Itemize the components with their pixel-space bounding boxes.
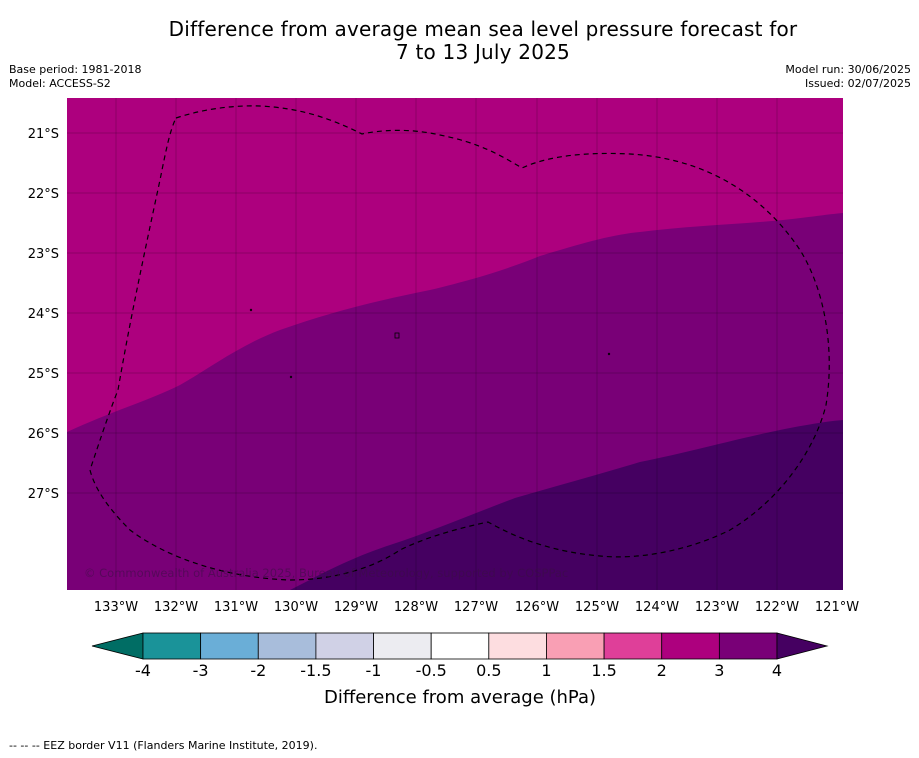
colorbar-tick: 1 [541, 661, 551, 680]
colorbar-tick: 4 [772, 661, 782, 680]
colorbar-segment [488, 632, 547, 660]
lat-label: 21°S [28, 127, 59, 142]
islands [249, 308, 611, 379]
lat-label: 27°S [28, 487, 59, 502]
chart-title: Difference from average mean sea level p… [0, 18, 919, 64]
colorbar-segment [603, 632, 663, 660]
colorbar-tick: -4 [135, 661, 151, 680]
colorbar-tick: -0.5 [416, 661, 447, 680]
lat-label: 22°S [28, 187, 59, 202]
colorbar-segment [257, 632, 317, 660]
title-line-2: 7 to 13 July 2025 [396, 40, 570, 64]
lon-label: 129°W [334, 600, 378, 615]
colorbar-segments [142, 632, 778, 660]
colorbar-segment [718, 632, 778, 660]
colorbar-over-arrow [776, 632, 829, 660]
colorbar-tick: -2 [250, 661, 266, 680]
colorbar-label: Difference from average (hPa) [324, 687, 596, 708]
meta-right: Model run: 30/06/2025 Issued: 02/07/2025 [785, 63, 911, 91]
colorbar-tick: 3 [714, 661, 724, 680]
base-period: Base period: 1981-2018 [9, 63, 142, 76]
colorbar-tick: 1.5 [591, 661, 616, 680]
colorbar-segment [430, 632, 490, 660]
lat-label: 24°S [28, 307, 59, 322]
issued-date: Issued: 02/07/2025 [804, 77, 911, 90]
copyright-text: © Commonwealth of Australia 2025, Bureau… [84, 566, 568, 580]
colorbar-segment [546, 632, 605, 660]
eez-footnote: -- -- -- EEZ border V11 (Flanders Marine… [9, 739, 318, 752]
colorbar-segment [315, 632, 374, 660]
island-marker [607, 352, 611, 356]
colorbar-under-arrow [91, 632, 144, 660]
lon-label: 124°W [635, 600, 679, 615]
meta-left: Base period: 1981-2018 Model: ACCESS-S2 [9, 63, 141, 91]
lon-label: 133°W [94, 600, 138, 615]
lon-label: 123°W [695, 600, 739, 615]
lon-label: 122°W [755, 600, 799, 615]
lon-label: 132°W [154, 600, 198, 615]
lon-label: 121°W [815, 600, 859, 615]
island-marker [249, 308, 253, 312]
colorbar-tick: -1.5 [300, 661, 331, 680]
model-name: Model: ACCESS-S2 [9, 77, 111, 90]
colorbar-ticks: -4 -3 -2 -1.5 -1 -0.5 0.5 1 1.5 2 3 4 [135, 661, 782, 680]
eez-border [89, 105, 830, 581]
colorbar-tick: -1 [366, 661, 382, 680]
pressure-band-above-4 [290, 420, 843, 590]
lon-label: 125°W [575, 600, 619, 615]
colorbar-segment [661, 632, 720, 660]
island-marker [394, 332, 400, 339]
map-area: © Commonwealth of Australia 2025, Bureau… [67, 98, 843, 590]
longitude-labels: 133°W 132°W 131°W 130°W 129°W 128°W 127°… [94, 600, 859, 615]
lat-label: 23°S [28, 247, 59, 262]
graticule [67, 98, 843, 590]
lon-label: 126°W [515, 600, 559, 615]
lat-label: 25°S [28, 367, 59, 382]
colorbar-segment [142, 632, 202, 660]
colorbar-tick: 2 [657, 661, 667, 680]
latitude-labels: 21°S 22°S 23°S 24°S 25°S 26°S 27°S [28, 127, 59, 502]
colorbar-tick: -3 [193, 661, 209, 680]
lon-label: 127°W [454, 600, 498, 615]
island-marker [289, 375, 293, 379]
lon-label: 128°W [394, 600, 438, 615]
lon-label: 131°W [214, 600, 258, 615]
colorbar-segment [200, 632, 259, 660]
lat-label: 26°S [28, 427, 59, 442]
lon-label: 130°W [274, 600, 318, 615]
colorbar: -4 -3 -2 -1.5 -1 -0.5 0.5 1 1.5 2 3 4 Di… [91, 632, 829, 708]
colorbar-tick: 0.5 [476, 661, 501, 680]
title-line-1: Difference from average mean sea level p… [168, 17, 798, 41]
colorbar-segment [373, 632, 432, 660]
model-run: Model run: 30/06/2025 [785, 63, 911, 76]
